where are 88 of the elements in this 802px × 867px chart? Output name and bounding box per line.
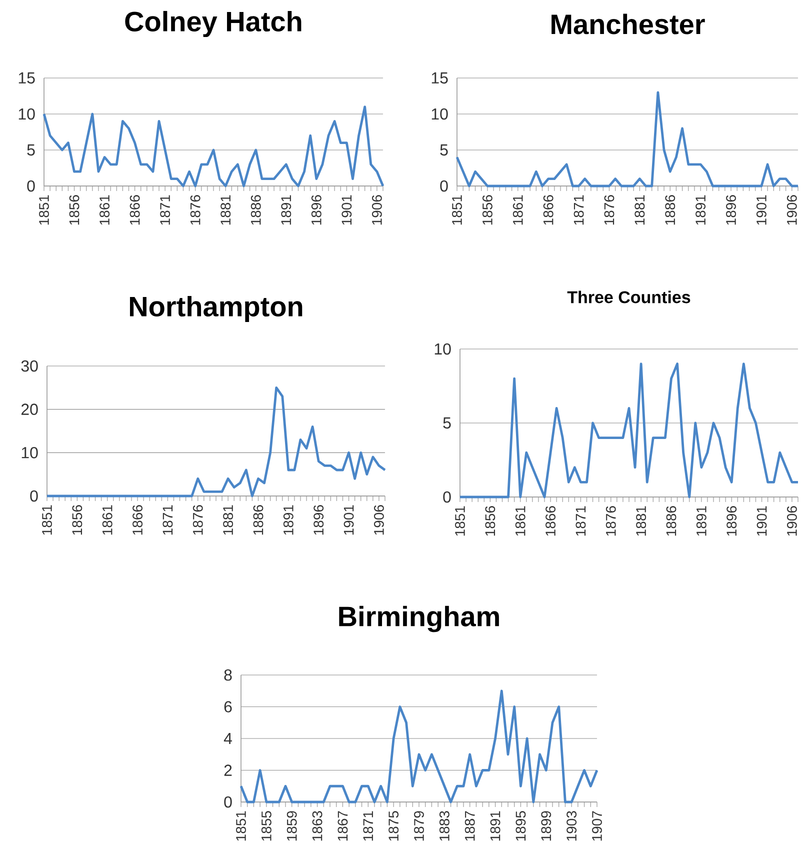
x-tick-label: 1901 [342, 195, 352, 225]
y-tick-label: 0 [27, 180, 35, 192]
x-tick-label: 1883 [439, 811, 450, 841]
x-tick-label: 1881 [636, 506, 646, 536]
x-tick-label: 1886 [253, 505, 264, 535]
x-tick-label: 1879 [414, 811, 424, 841]
y-tick-label: 5 [443, 417, 451, 429]
x-tick-label: 1906 [786, 506, 797, 536]
chart-title: Manchester [552, 14, 705, 34]
x-tick-label: 1861 [515, 506, 526, 536]
x-tick-label: 1866 [543, 195, 554, 225]
x-tick-label: 1891 [490, 811, 500, 841]
x-tick-label: 1896 [314, 505, 324, 535]
x-tick-label: 1871 [160, 195, 170, 225]
x-tick-label: 1876 [606, 506, 616, 536]
x-tick-label: 1886 [666, 506, 676, 536]
x-tick-label: 1871 [162, 505, 173, 535]
x-tick-label: 1855 [261, 811, 272, 841]
x-tick-label: 1851 [236, 811, 246, 841]
x-tick-label: 1891 [696, 506, 706, 536]
y-tick-label: 8 [224, 669, 232, 681]
y-tick-label: 0 [224, 796, 232, 808]
x-tick-label: 1896 [311, 195, 322, 225]
x-tick-label: 1901 [756, 506, 767, 536]
x-tick-label: 1863 [312, 811, 322, 841]
y-tick-label: 15 [432, 72, 448, 84]
y-tick-label: 10 [432, 108, 448, 120]
x-tick-label: 1906 [372, 195, 382, 225]
x-tick-label: 1881 [223, 505, 234, 535]
x-tick-label: 1866 [130, 195, 140, 225]
x-tick-label: 1899 [541, 811, 552, 841]
x-tick-label: 1861 [512, 195, 523, 225]
chart-title: Birmingham [339, 606, 499, 632]
y-tick-label: 15 [18, 72, 35, 84]
y-tick-label: 10 [22, 447, 38, 458]
x-tick-label: 1859 [286, 811, 297, 841]
x-tick-label: 1891 [696, 195, 706, 225]
y-tick-label: 0 [443, 491, 451, 503]
x-tick-label: 1896 [726, 506, 737, 536]
x-tick-label: 1903 [566, 811, 577, 841]
x-tick-label: 1875 [388, 811, 399, 841]
y-tick-label: 10 [18, 108, 35, 120]
x-tick-label: 1906 [786, 195, 797, 225]
x-tick-label: 1861 [100, 195, 110, 225]
x-tick-label: 1856 [72, 505, 82, 535]
x-tick-label: 1881 [220, 195, 231, 225]
x-tick-label: 1881 [634, 195, 645, 225]
x-tick-label: 1851 [39, 195, 49, 225]
y-tick-label: 0 [440, 180, 448, 192]
x-tick-label: 1895 [516, 811, 526, 841]
y-tick-label: 20 [21, 404, 38, 415]
x-tick-label: 1871 [574, 195, 584, 225]
chart-title: Colney Hatch [125, 10, 302, 38]
x-tick-label: 1871 [363, 811, 374, 841]
y-tick-label: 5 [440, 144, 448, 156]
x-tick-label: 1876 [190, 195, 200, 225]
x-tick-label: 1856 [485, 506, 496, 536]
y-tick-label: 5 [27, 144, 35, 156]
y-tick-label: 6 [224, 701, 232, 712]
x-tick-label: 1906 [374, 505, 384, 535]
x-tick-label: 1867 [338, 811, 348, 841]
x-tick-label: 1901 [344, 505, 354, 535]
x-tick-label: 1886 [250, 195, 261, 225]
x-tick-label: 1886 [665, 195, 676, 225]
y-tick-label: 0 [30, 490, 38, 502]
y-tick-label: 10 [434, 343, 451, 355]
x-tick-label: 1907 [592, 811, 602, 841]
x-tick-label: 1896 [726, 195, 736, 225]
x-tick-label: 1866 [132, 505, 142, 535]
x-tick-label: 1856 [69, 195, 80, 225]
x-tick-label: 1876 [604, 195, 614, 225]
chart-title: Northampton [130, 296, 302, 322]
x-tick-label: 1891 [281, 195, 292, 225]
x-tick-label: 1861 [102, 505, 112, 535]
x-tick-label: 1887 [464, 811, 475, 841]
chart-title: Three Counties [567, 290, 690, 304]
x-tick-label: 1851 [452, 195, 462, 225]
y-tick-label: 2 [224, 764, 232, 776]
x-tick-label: 1871 [576, 506, 586, 536]
x-tick-label: 1876 [192, 505, 203, 535]
x-tick-label: 1866 [546, 506, 556, 536]
x-tick-label: 1856 [482, 195, 492, 225]
x-tick-label: 1851 [42, 505, 52, 535]
y-tick-label: 30 [21, 360, 38, 372]
x-tick-label: 1891 [283, 505, 294, 535]
x-tick-label: 1901 [756, 195, 766, 225]
x-tick-label: 1851 [455, 506, 465, 536]
y-tick-label: 4 [224, 732, 232, 744]
